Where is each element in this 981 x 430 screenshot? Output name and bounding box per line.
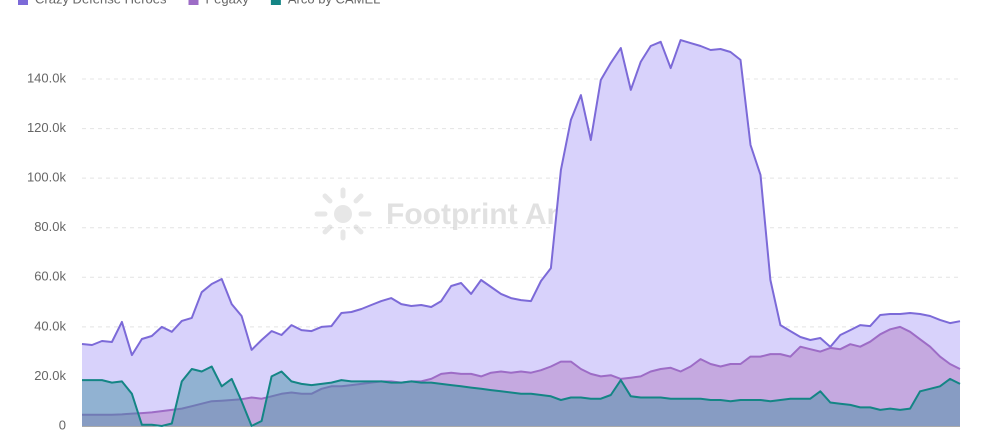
legend-swatch — [270, 0, 281, 5]
watermark-rays — [314, 187, 372, 241]
legend-swatch — [18, 0, 28, 5]
y-tick-label: 0 — [59, 417, 66, 430]
legend-label: Crazy Defense Heroes — [35, 0, 167, 6]
watermark-icon — [334, 205, 352, 223]
y-tick-label: 120.0k — [27, 120, 67, 135]
y-tick-label: 60.0k — [34, 269, 66, 284]
y-tick-label: 100.0k — [27, 170, 67, 185]
area-fill — [82, 326, 960, 426]
y-tick-label: 20.0k — [34, 368, 66, 383]
y-tick-label: 140.0k — [27, 70, 67, 85]
y-tick-label: 80.0k — [34, 219, 66, 234]
area-fill — [82, 40, 960, 426]
series-line — [82, 365, 961, 427]
series-line — [81, 39, 961, 357]
legend-swatch — [188, 0, 199, 5]
legend-label: Arco by CAMEL — [288, 0, 380, 6]
series-line — [82, 325, 961, 416]
y-tick-label: 40.0k — [34, 318, 66, 333]
area-fill — [82, 366, 960, 426]
legend-label: Pegaxy — [206, 0, 250, 6]
